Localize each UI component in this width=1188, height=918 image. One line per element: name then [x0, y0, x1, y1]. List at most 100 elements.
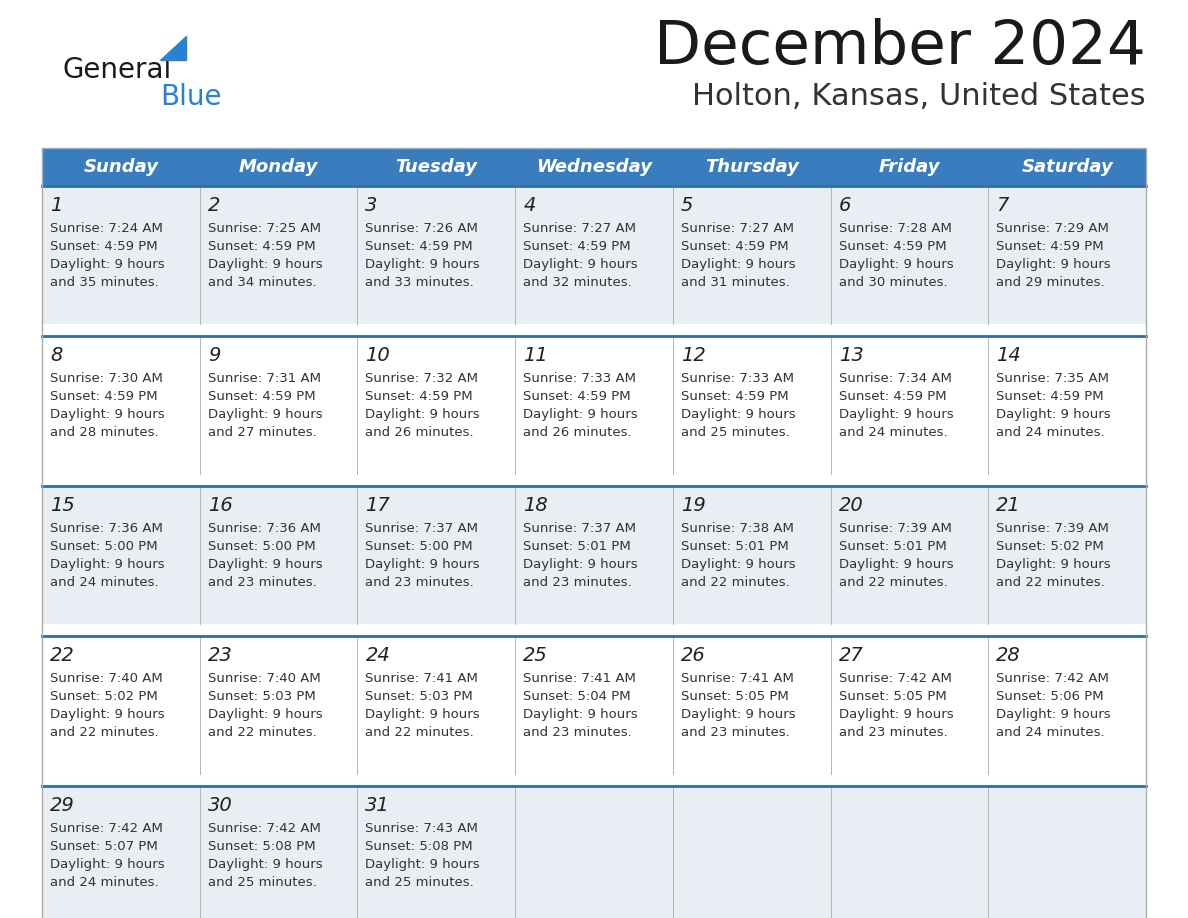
Text: and 22 minutes.: and 22 minutes.	[839, 576, 947, 589]
Text: Monday: Monday	[239, 158, 318, 176]
Text: Wednesday: Wednesday	[536, 158, 652, 176]
Text: and 26 minutes.: and 26 minutes.	[366, 426, 474, 439]
Text: 27: 27	[839, 646, 864, 665]
Text: Sunrise: 7:37 AM: Sunrise: 7:37 AM	[366, 522, 479, 535]
Text: 22: 22	[50, 646, 75, 665]
Text: 9: 9	[208, 346, 220, 365]
Text: 25: 25	[523, 646, 548, 665]
Bar	[42, 186, 1146, 324]
Text: Sunset: 5:06 PM: Sunset: 5:06 PM	[997, 690, 1104, 703]
Text: Daylight: 9 hours: Daylight: 9 hours	[50, 708, 165, 721]
Text: and 23 minutes.: and 23 minutes.	[208, 576, 316, 589]
Text: Daylight: 9 hours: Daylight: 9 hours	[523, 708, 638, 721]
Text: and 22 minutes.: and 22 minutes.	[50, 726, 159, 739]
Text: Daylight: 9 hours: Daylight: 9 hours	[208, 408, 322, 421]
Text: Sunrise: 7:41 AM: Sunrise: 7:41 AM	[523, 672, 636, 685]
Text: Daylight: 9 hours: Daylight: 9 hours	[681, 708, 796, 721]
Text: and 24 minutes.: and 24 minutes.	[50, 876, 159, 889]
Text: Saturday: Saturday	[1022, 158, 1113, 176]
Text: Daylight: 9 hours: Daylight: 9 hours	[208, 858, 322, 871]
Text: 2: 2	[208, 196, 220, 215]
Text: 20: 20	[839, 496, 864, 515]
Text: Sunrise: 7:43 AM: Sunrise: 7:43 AM	[366, 822, 479, 835]
Text: Sunrise: 7:40 AM: Sunrise: 7:40 AM	[208, 672, 321, 685]
Text: Sunrise: 7:39 AM: Sunrise: 7:39 AM	[839, 522, 952, 535]
Text: 21: 21	[997, 496, 1020, 515]
Text: 19: 19	[681, 496, 706, 515]
Text: Daylight: 9 hours: Daylight: 9 hours	[839, 558, 953, 571]
Text: 4: 4	[523, 196, 536, 215]
Text: 10: 10	[366, 346, 390, 365]
Text: Sunset: 4:59 PM: Sunset: 4:59 PM	[681, 240, 789, 253]
Text: Daylight: 9 hours: Daylight: 9 hours	[50, 258, 165, 271]
Text: 12: 12	[681, 346, 706, 365]
Text: Sunrise: 7:24 AM: Sunrise: 7:24 AM	[50, 222, 163, 235]
Text: Daylight: 9 hours: Daylight: 9 hours	[523, 408, 638, 421]
Text: 23: 23	[208, 646, 233, 665]
Bar	[42, 636, 1146, 774]
Text: and 22 minutes.: and 22 minutes.	[997, 576, 1105, 589]
Text: Tuesday: Tuesday	[396, 158, 478, 176]
Text: Sunrise: 7:35 AM: Sunrise: 7:35 AM	[997, 372, 1110, 385]
Text: and 23 minutes.: and 23 minutes.	[366, 576, 474, 589]
Text: Sunset: 5:02 PM: Sunset: 5:02 PM	[50, 690, 158, 703]
Text: 7: 7	[997, 196, 1009, 215]
Text: Sunrise: 7:26 AM: Sunrise: 7:26 AM	[366, 222, 479, 235]
Text: 28: 28	[997, 646, 1020, 665]
Text: 16: 16	[208, 496, 233, 515]
Text: Sunset: 5:05 PM: Sunset: 5:05 PM	[681, 690, 789, 703]
Text: 17: 17	[366, 496, 390, 515]
Text: Sunrise: 7:31 AM: Sunrise: 7:31 AM	[208, 372, 321, 385]
Text: Daylight: 9 hours: Daylight: 9 hours	[523, 558, 638, 571]
Text: Daylight: 9 hours: Daylight: 9 hours	[997, 558, 1111, 571]
Text: Sunrise: 7:41 AM: Sunrise: 7:41 AM	[366, 672, 479, 685]
Text: Sunset: 4:59 PM: Sunset: 4:59 PM	[839, 390, 946, 403]
Text: Sunset: 4:59 PM: Sunset: 4:59 PM	[208, 390, 315, 403]
Bar	[42, 148, 1146, 186]
Text: Sunrise: 7:33 AM: Sunrise: 7:33 AM	[523, 372, 636, 385]
Text: Daylight: 9 hours: Daylight: 9 hours	[366, 258, 480, 271]
Text: Thursday: Thursday	[704, 158, 798, 176]
Text: Daylight: 9 hours: Daylight: 9 hours	[997, 258, 1111, 271]
Text: Daylight: 9 hours: Daylight: 9 hours	[839, 708, 953, 721]
Bar	[42, 336, 1146, 474]
Text: Sunrise: 7:36 AM: Sunrise: 7:36 AM	[50, 522, 163, 535]
Text: 18: 18	[523, 496, 548, 515]
Text: Sunset: 5:00 PM: Sunset: 5:00 PM	[50, 540, 158, 553]
Text: and 24 minutes.: and 24 minutes.	[997, 726, 1105, 739]
Text: 31: 31	[366, 796, 390, 815]
Text: Sunset: 5:00 PM: Sunset: 5:00 PM	[208, 540, 315, 553]
Text: Sunrise: 7:41 AM: Sunrise: 7:41 AM	[681, 672, 794, 685]
Text: and 27 minutes.: and 27 minutes.	[208, 426, 316, 439]
Text: Sunset: 5:07 PM: Sunset: 5:07 PM	[50, 840, 158, 853]
Text: 29: 29	[50, 796, 75, 815]
Text: Sunrise: 7:40 AM: Sunrise: 7:40 AM	[50, 672, 163, 685]
Text: Sunrise: 7:30 AM: Sunrise: 7:30 AM	[50, 372, 163, 385]
Text: Daylight: 9 hours: Daylight: 9 hours	[997, 708, 1111, 721]
Text: Sunset: 4:59 PM: Sunset: 4:59 PM	[523, 240, 631, 253]
Text: Holton, Kansas, United States: Holton, Kansas, United States	[693, 82, 1146, 111]
Text: and 22 minutes.: and 22 minutes.	[366, 726, 474, 739]
Text: Sunset: 4:59 PM: Sunset: 4:59 PM	[208, 240, 315, 253]
Text: 14: 14	[997, 346, 1020, 365]
Text: Daylight: 9 hours: Daylight: 9 hours	[208, 558, 322, 571]
Text: and 33 minutes.: and 33 minutes.	[366, 276, 474, 289]
Text: Sunrise: 7:42 AM: Sunrise: 7:42 AM	[208, 822, 321, 835]
Text: 3: 3	[366, 196, 378, 215]
Text: Daylight: 9 hours: Daylight: 9 hours	[366, 408, 480, 421]
Text: Daylight: 9 hours: Daylight: 9 hours	[50, 408, 165, 421]
Text: Sunrise: 7:38 AM: Sunrise: 7:38 AM	[681, 522, 794, 535]
Text: and 26 minutes.: and 26 minutes.	[523, 426, 632, 439]
Text: Sunrise: 7:34 AM: Sunrise: 7:34 AM	[839, 372, 952, 385]
Text: Daylight: 9 hours: Daylight: 9 hours	[366, 858, 480, 871]
Text: Sunrise: 7:25 AM: Sunrise: 7:25 AM	[208, 222, 321, 235]
Text: 13: 13	[839, 346, 864, 365]
Text: Daylight: 9 hours: Daylight: 9 hours	[366, 558, 480, 571]
Text: Sunset: 5:03 PM: Sunset: 5:03 PM	[208, 690, 316, 703]
Text: Sunrise: 7:27 AM: Sunrise: 7:27 AM	[523, 222, 636, 235]
Text: Friday: Friday	[879, 158, 940, 176]
Text: and 31 minutes.: and 31 minutes.	[681, 276, 790, 289]
Text: Daylight: 9 hours: Daylight: 9 hours	[366, 708, 480, 721]
Text: Sunset: 4:59 PM: Sunset: 4:59 PM	[366, 390, 473, 403]
Text: Sunset: 4:59 PM: Sunset: 4:59 PM	[50, 390, 158, 403]
